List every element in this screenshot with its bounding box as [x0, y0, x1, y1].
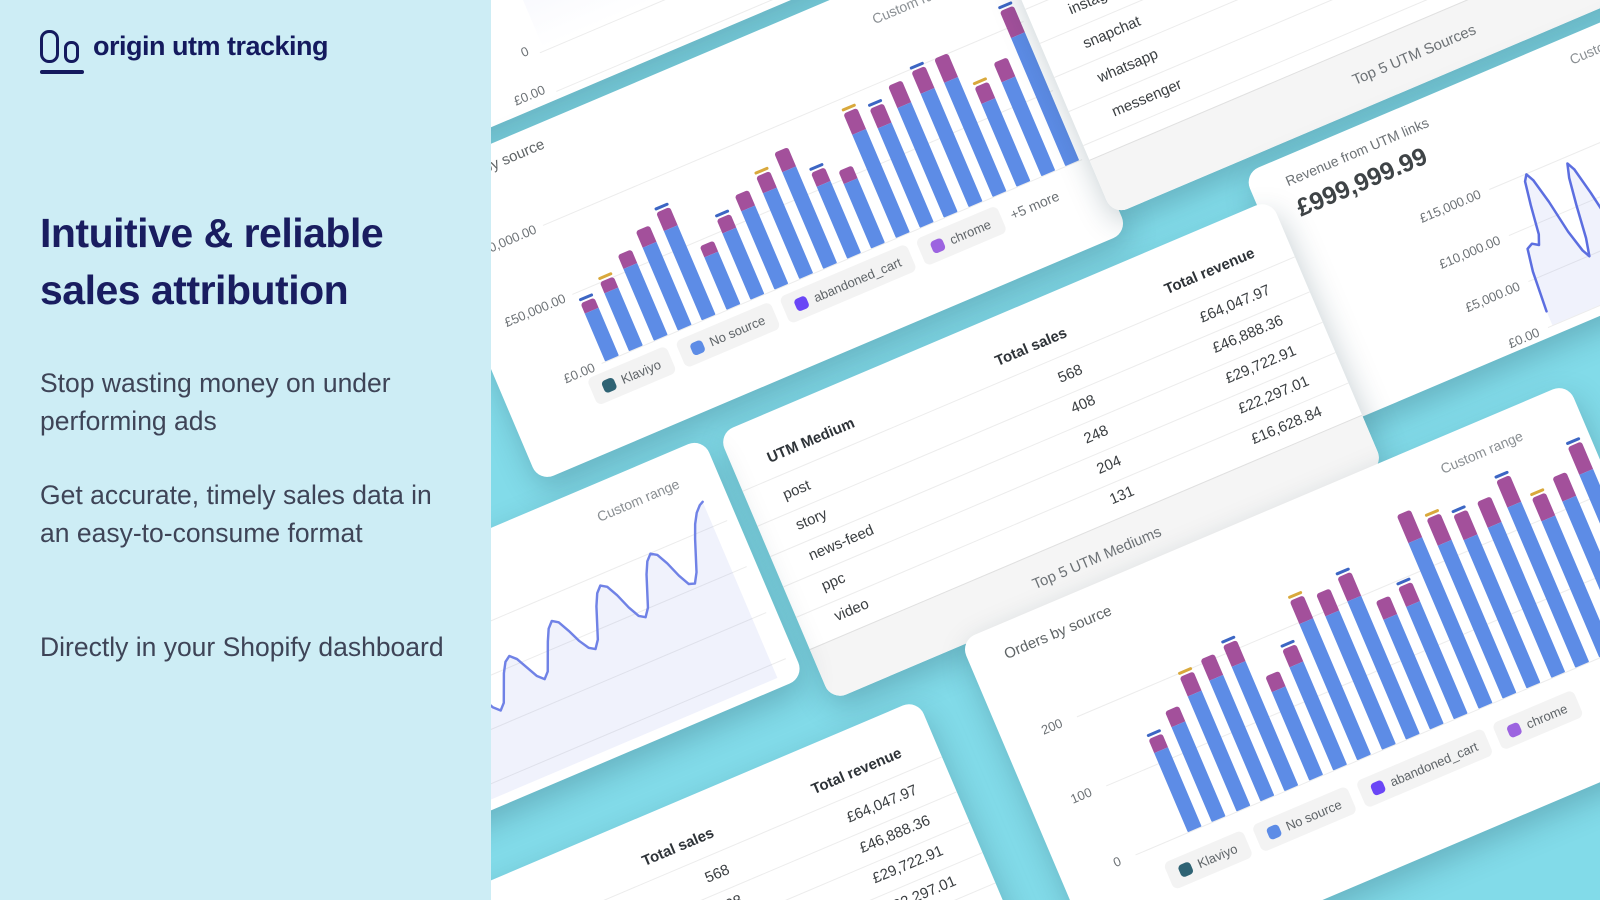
y-tick-label: 0: [1110, 853, 1124, 871]
line-series: [1523, 69, 1600, 313]
utm-source-row: whatsapp: [1094, 45, 1161, 87]
y-tick-label: £50,000.00: [502, 290, 568, 330]
legend-label: Klaviyo: [1195, 840, 1240, 872]
utm-source-row: snapchat: [1080, 12, 1144, 53]
logo-underline-shape: [40, 70, 84, 74]
no-source-color-chip: [689, 339, 707, 357]
origin-logo-icon: [40, 30, 84, 74]
legend-label: chrome: [1523, 700, 1570, 732]
medium-cell: ppc: [818, 569, 848, 595]
y-tick-label: £100,000.00: [491, 221, 539, 264]
page-title-line1: Intuitive & reliable: [40, 210, 384, 256]
hero-paragraph-2: Get accurate, timely sales data in an ea…: [40, 480, 432, 548]
no-source-color-chip: [1265, 823, 1283, 841]
line-area-fill: [491, 501, 778, 877]
legend-label: No source: [1283, 796, 1344, 834]
card-custom-range-line: Custom range: [491, 437, 805, 897]
medium-cell: news-feed: [806, 521, 877, 565]
chrome-color-chip: [929, 237, 947, 255]
hero-paragraph-3: Directly in your Shopify dashboard: [40, 632, 444, 662]
chart-title: Sales by source: [491, 135, 548, 193]
logo-big-o-shape: [40, 30, 59, 63]
utm-source-row: messenger: [1109, 75, 1185, 121]
legend-label: Klaviyo: [618, 356, 664, 387]
y-tick-label: £0.00: [561, 359, 598, 387]
medium-cell: post: [780, 476, 813, 504]
hero-paragraph-1: Stop wasting money on under performing a…: [40, 368, 391, 436]
brand-name: origin utm tracking: [93, 31, 329, 61]
legend-label: chrome: [947, 216, 994, 248]
left-panel: origin utm tracking Intuitive & reliable…: [0, 0, 491, 900]
revenue-line-chart: [1523, 69, 1600, 326]
y-tick-label: 200: [1038, 715, 1065, 738]
line-series: [491, 500, 704, 854]
date-range-selector[interactable]: Custom range: [1567, 18, 1600, 68]
table-header-medium: UTM Medium: [764, 414, 858, 467]
custom-range-line-chart: [491, 500, 778, 877]
legend-item-chrome[interactable]: chrome: [1491, 689, 1584, 751]
legend-item-klaviyo[interactable]: Klaviyo: [1163, 829, 1254, 891]
legend-more-label[interactable]: +5 more: [1007, 187, 1062, 223]
klaviyo-color-chip: [600, 376, 618, 394]
date-range-selector[interactable]: Custom range: [869, 0, 957, 28]
utm-source-row: instagram: [1066, 0, 1133, 18]
page-title: Intuitive & reliable sales attribution: [40, 205, 460, 320]
abandoned-cart-color-chip: [793, 295, 811, 313]
card-revenue-from-utm-links: Revenue from UTM links £999,999.99 Custo…: [1243, 0, 1600, 423]
page-title-line2: sales attribution: [40, 267, 349, 314]
legend-label: abandoned_cart: [1387, 738, 1481, 790]
legend-item-klaviyo[interactable]: Klaviyo: [586, 345, 677, 406]
legend-label: No source: [707, 312, 768, 350]
klaviyo-color-chip: [1177, 860, 1195, 879]
logo-small-o-shape: [64, 41, 79, 63]
chrome-color-chip: [1505, 721, 1523, 739]
abandoned-cart-color-chip: [1369, 779, 1387, 797]
y-tick-label: 100: [1068, 784, 1095, 807]
medium-cell: story: [793, 505, 830, 534]
dashboard-collage: 0 £0.00 Sales by source Custom range £10…: [491, 0, 1600, 900]
brand-logo: origin utm tracking: [40, 30, 329, 74]
